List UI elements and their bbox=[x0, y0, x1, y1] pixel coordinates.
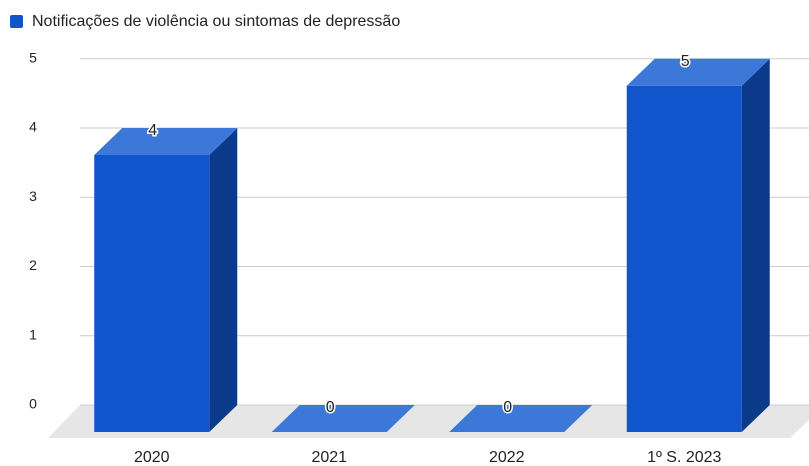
bar bbox=[449, 405, 593, 432]
data-label: 0 bbox=[326, 399, 335, 416]
x-tick-label: 2021 bbox=[311, 449, 347, 466]
x-tick-label: 1º S. 2023 bbox=[647, 449, 721, 466]
y-tick-label: 5 bbox=[29, 49, 37, 65]
bar-side bbox=[741, 58, 770, 432]
y-tick-label: 2 bbox=[29, 257, 37, 273]
x-tick-label: 2020 bbox=[134, 449, 170, 466]
y-tick-label: 0 bbox=[29, 396, 37, 412]
data-label: 0 bbox=[503, 399, 512, 416]
bar-top bbox=[626, 58, 770, 86]
floor bbox=[48, 405, 809, 438]
bar bbox=[94, 128, 238, 432]
legend-swatch bbox=[10, 15, 23, 28]
bar-front bbox=[94, 155, 210, 432]
bar-top bbox=[449, 405, 593, 432]
legend-label: Notificações de violência ou sintomas de… bbox=[32, 13, 400, 30]
x-tick-label: 2022 bbox=[489, 449, 525, 466]
bar-side bbox=[209, 128, 238, 432]
y-tick-label: 3 bbox=[29, 188, 37, 204]
y-tick-label: 4 bbox=[29, 119, 37, 135]
bar-front bbox=[626, 85, 742, 432]
y-tick-label: 1 bbox=[29, 326, 37, 342]
bar bbox=[626, 58, 770, 432]
bar-top bbox=[271, 405, 415, 432]
data-label: 5 bbox=[681, 53, 690, 70]
bar bbox=[271, 405, 415, 432]
bar-top bbox=[94, 128, 238, 155]
data-label: 4 bbox=[148, 122, 157, 139]
